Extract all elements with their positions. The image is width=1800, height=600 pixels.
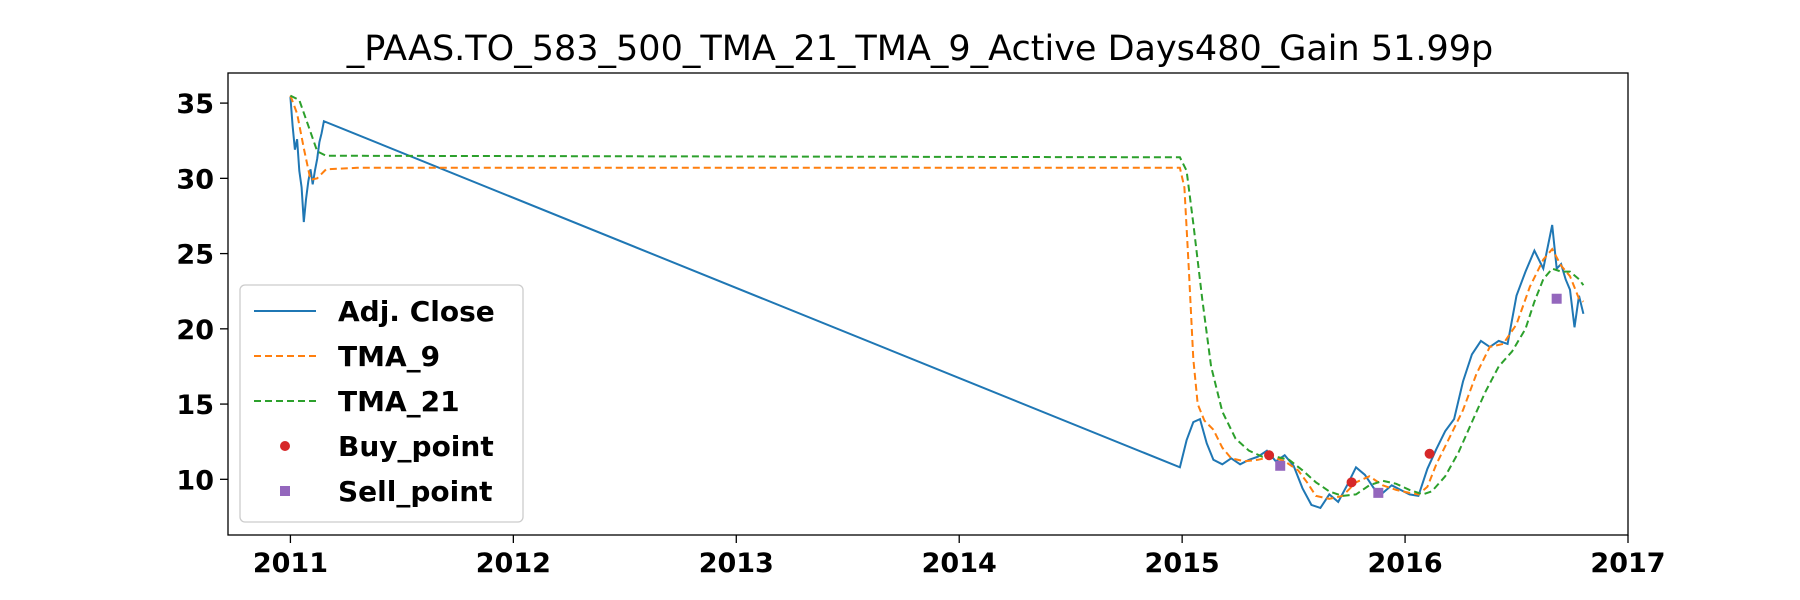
legend-label-tma-9: TMA_9	[338, 340, 440, 373]
legend-swatch-buy-point	[280, 441, 290, 451]
x-tick-label: 2015	[1145, 548, 1220, 579]
y-tick-label: 30	[176, 164, 214, 195]
series-line-tma-21	[289, 94, 1585, 497]
plot-frame	[227, 72, 1629, 536]
series-line-adj-close	[289, 97, 1585, 510]
y-tick-label: 20	[176, 315, 214, 346]
x-tick-label: 2013	[699, 548, 774, 579]
chart-title: _PAAS.TO_583_500_TMA_21_TMA_9_Active Day…	[346, 29, 1494, 69]
buy-point-marker	[1346, 477, 1357, 488]
x-axis: 2011 2012 2013 2014 2015 2016 2017	[253, 535, 1666, 579]
legend-label-adj-close: Adj. Close	[338, 295, 495, 328]
series-line-tma-9	[289, 95, 1584, 500]
legend-label-sell-point: Sell_point	[338, 475, 493, 508]
y-tick-label: 35	[176, 89, 214, 120]
legend: Adj. Close TMA_9 TMA_21 Buy_point Sell_point	[239, 284, 524, 523]
y-axis: 10 15 20 25 30 35	[176, 89, 228, 496]
buy-point-marker	[1424, 448, 1435, 459]
x-tick-label: 2016	[1367, 548, 1442, 579]
y-tick-label: 15	[176, 390, 214, 421]
legend-box	[239, 284, 524, 523]
legend-swatch-sell-point	[280, 486, 290, 496]
legend-label-buy-point: Buy_point	[338, 430, 494, 463]
x-tick-label: 2014	[922, 548, 997, 579]
x-tick-label: 2012	[476, 548, 551, 579]
plot-lines	[289, 94, 1585, 510]
x-tick-label: 2011	[253, 548, 328, 579]
sell-point-marker	[1275, 460, 1286, 471]
sell-point-marker	[1373, 487, 1384, 498]
legend-label-tma-21: TMA_21	[338, 385, 460, 418]
buy-point-marker	[1264, 450, 1275, 461]
sell-point-marker	[1551, 293, 1562, 304]
plot-markers	[1264, 293, 1562, 498]
x-tick-label: 2017	[1590, 548, 1665, 579]
y-tick-label: 25	[176, 240, 214, 271]
y-tick-label: 10	[176, 465, 214, 496]
